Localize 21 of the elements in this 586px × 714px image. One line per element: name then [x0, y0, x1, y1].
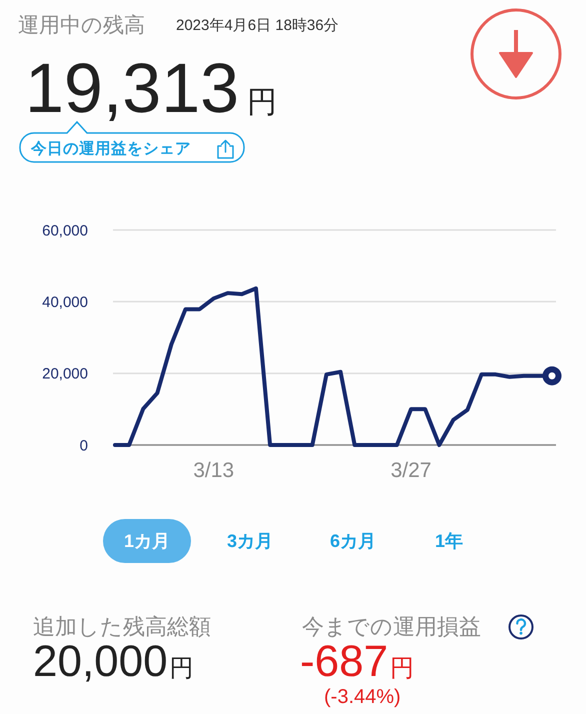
y-tick-label: 20,000	[42, 366, 88, 383]
text: 1カ月	[124, 531, 170, 551]
text: 19,313	[25, 49, 240, 127]
text: 6カ月	[330, 531, 376, 551]
y-tick-label: 40,000	[42, 294, 88, 311]
text: 円	[170, 655, 194, 682]
chart-title: 運用中の残高	[18, 14, 145, 37]
y-tick-label: 0	[80, 437, 88, 454]
x-tick-label: 3/27	[390, 459, 432, 482]
text: (-3.44%)	[324, 686, 401, 708]
text: 円	[390, 655, 414, 682]
text: 3カ月	[226, 531, 274, 551]
text: 今までの運用損益	[302, 614, 481, 639]
text: 1年	[434, 531, 464, 551]
text: 追加した残高総額	[33, 614, 211, 639]
text: 今日の運用益をシェア	[30, 140, 191, 158]
text: 円	[247, 86, 278, 119]
x-tick-label: 3/13	[193, 459, 234, 482]
text: -687	[300, 637, 388, 686]
y-tick-label: 60,000	[42, 222, 88, 240]
chart-subtitle: 2023年4月6日 18時36分	[176, 17, 339, 34]
